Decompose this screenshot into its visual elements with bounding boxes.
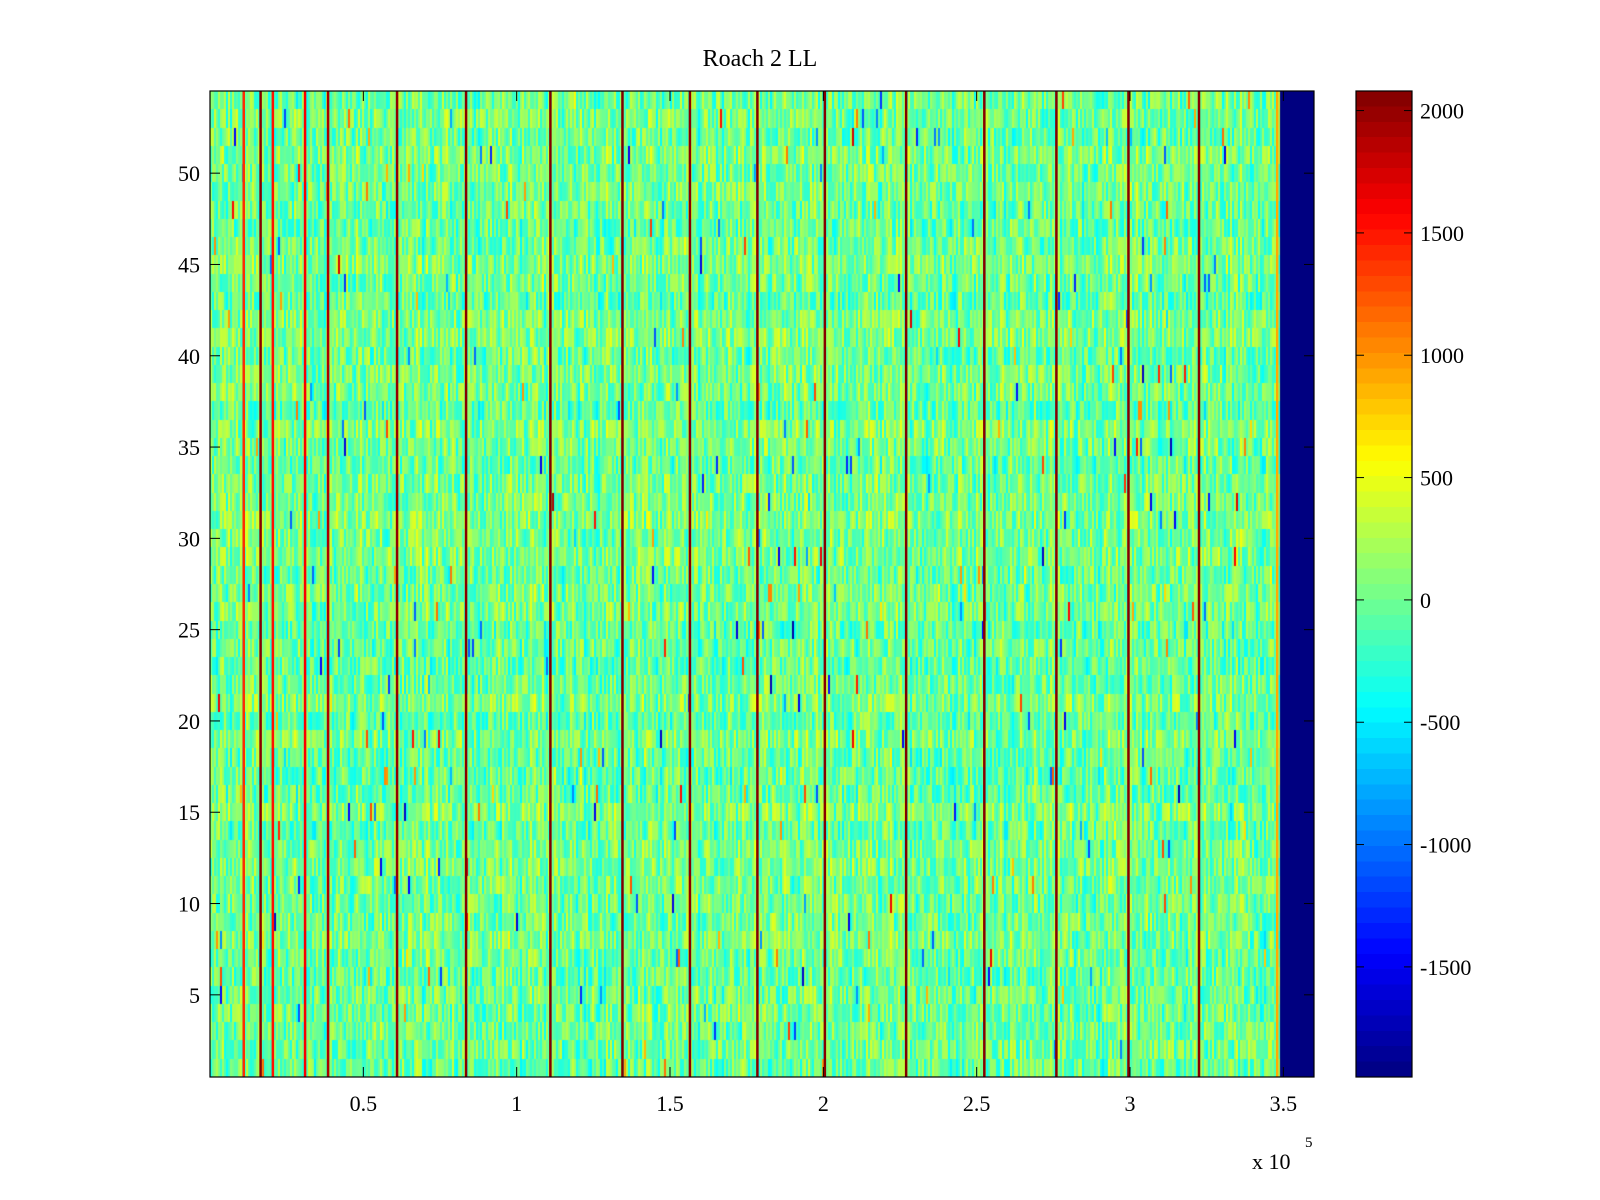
colorbar-tick-label: 0 — [1420, 588, 1431, 613]
y-tick-label: 25 — [178, 618, 200, 643]
colorbar-gradient — [1356, 91, 1412, 1077]
x-tick-label: 0.5 — [350, 1091, 378, 1116]
y-tick-label: 10 — [178, 892, 200, 917]
x-exponent-superscript: 5 — [1305, 1135, 1313, 1151]
y-tick-label: 5 — [189, 983, 200, 1008]
x-tick-label: 3.5 — [1270, 1091, 1298, 1116]
heatmap-image-container — [210, 91, 1314, 1077]
y-tick-label: 30 — [178, 526, 200, 551]
x-tick-label: 2.5 — [963, 1091, 991, 1116]
colorbar-tick-label: 1500 — [1420, 221, 1464, 246]
plot-frame — [209, 90, 1315, 1078]
colorbar-tick-label: 1000 — [1420, 343, 1464, 368]
colorbar: 2000 1500 1000 500 0 -500 -1000 -1500 — [1355, 90, 1471, 1078]
vertical-lines-layer — [242, 91, 1279, 1077]
x-tick-label: 1 — [511, 1091, 522, 1116]
x-tick-label: 3 — [1125, 1091, 1136, 1116]
colorbar-frame — [1355, 90, 1413, 1078]
y-tick-label: 35 — [178, 435, 200, 460]
colorbar-tick-label: -500 — [1420, 710, 1460, 735]
y-tick-label: 50 — [178, 161, 200, 186]
chart-title: Roach 2 LL — [703, 46, 818, 72]
heatmap-plot-area — [209, 90, 1315, 1078]
heatmap-image — [210, 91, 1314, 1077]
colorbar-tick-label: -1000 — [1420, 833, 1471, 858]
y-tick-label: 40 — [178, 344, 200, 369]
x-tick-label: 1.5 — [656, 1091, 684, 1116]
colorbar-tick-label: 2000 — [1420, 99, 1464, 124]
y-tick-label: 20 — [178, 709, 200, 734]
x-axis: 0.5 1 1.5 2 2.5 3 3.5 — [350, 91, 1298, 1116]
colorbar-tick-label: 500 — [1420, 466, 1453, 491]
colorbar-tick-label: -1500 — [1420, 955, 1471, 980]
y-axis: 5 10 15 20 25 30 35 40 45 50 — [178, 161, 1314, 1008]
y-tick-label: 45 — [178, 252, 200, 277]
colorbar-ticks: 2000 1500 1000 500 0 -500 -1000 -1500 — [1356, 99, 1471, 980]
y-tick-label: 15 — [178, 800, 200, 825]
x-exponent-label: x 10 — [1252, 1149, 1291, 1174]
x-tick-label: 2 — [818, 1091, 829, 1116]
